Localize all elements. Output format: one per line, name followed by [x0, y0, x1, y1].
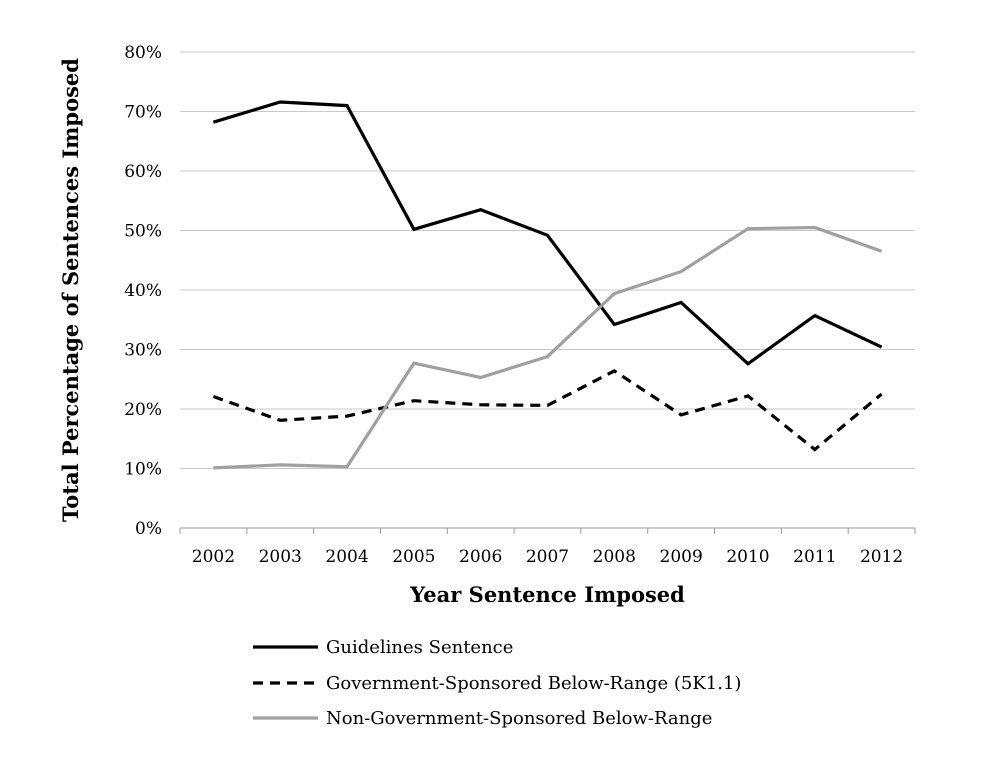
x-tick-label: 2002: [192, 547, 235, 567]
legend-label-0: Guidelines Sentence: [326, 637, 513, 658]
y-tick-label: 30%: [124, 341, 162, 361]
y-tick-label: 40%: [124, 281, 162, 301]
x-axis-title: Year Sentence Imposed: [409, 582, 685, 607]
x-tick-label: 2009: [660, 547, 703, 567]
gridlines: [180, 51, 915, 469]
y-tick-label: 70%: [124, 103, 162, 123]
y-tick-label: 50%: [124, 222, 162, 242]
legend: Guidelines Sentence Government-Sponsored …: [253, 637, 741, 729]
x-tick-label: 2011: [793, 547, 836, 567]
x-tick-label: 2003: [259, 547, 302, 567]
y-tick-label: 10%: [124, 460, 162, 480]
legend-label-1: Government-Sponsored Below-Range (5K1.1): [326, 673, 741, 694]
x-tick-label: 2006: [459, 547, 502, 567]
legend-label-2: Non-Government-Sponsored Below-Range: [326, 708, 712, 729]
series-line-1: [212, 369, 883, 452]
y-tick-label: 0%: [135, 519, 162, 539]
x-tick-label: 2005: [392, 547, 435, 567]
x-tick-label: 2010: [726, 547, 769, 567]
series-line-2: [213, 225, 883, 470]
x-tick-label: 2004: [325, 547, 368, 567]
x-axis-tick-labels: 2002 2003 2004 2005 2006 2007 2008 2009 2010 2011…: [192, 547, 903, 567]
y-tick-label: 80%: [124, 43, 162, 63]
x-axis: [179, 527, 916, 534]
series-line-0: [212, 100, 883, 366]
x-tick-label: 2012: [860, 547, 903, 567]
y-tick-label: 60%: [124, 162, 162, 182]
y-axis-title: Total Percentage of Sentences Imposed: [58, 58, 83, 522]
y-tick-label: 20%: [124, 400, 162, 420]
x-tick-label: 2008: [593, 547, 636, 567]
series-lines: [212, 100, 883, 470]
x-tick-label: 2007: [526, 547, 569, 567]
y-axis-tick-labels: 0% 10% 20% 30% 40% 50% 60% 70% 80%: [124, 43, 162, 539]
